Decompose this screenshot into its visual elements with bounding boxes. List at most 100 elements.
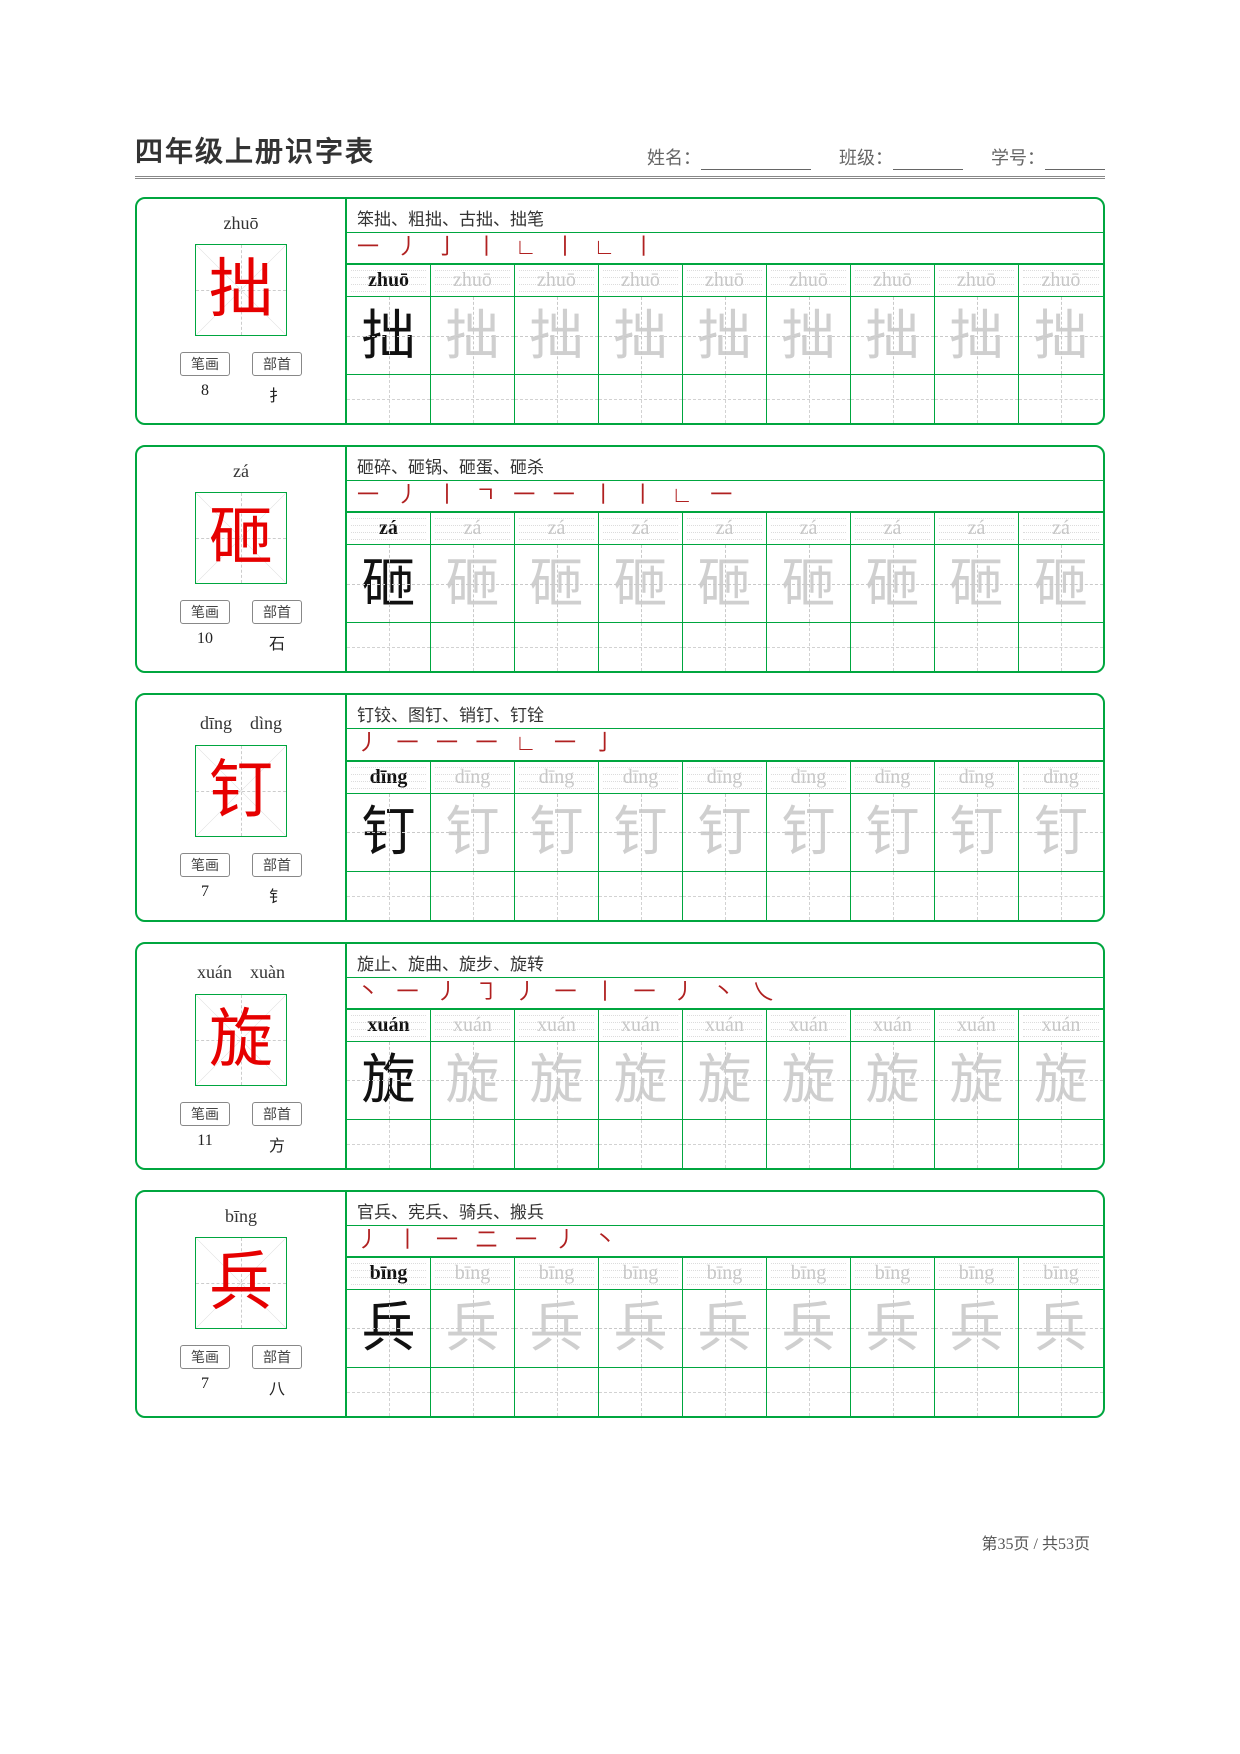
blank-practice-cell[interactable] [851,872,935,920]
pinyin-trace-cell[interactable]: dīng [767,762,851,794]
field-blank[interactable] [1045,152,1105,170]
char-trace-cell[interactable]: 旋 [599,1042,683,1120]
blank-practice-cell[interactable] [935,1368,1019,1416]
char-trace-cell[interactable]: 钉 [683,794,767,872]
char-trace-cell[interactable]: 砸 [515,545,599,623]
char-trace-cell[interactable]: 砸 [599,545,683,623]
pinyin-trace-cell[interactable]: zhuō [515,265,599,297]
pinyin-trace-cell[interactable]: bīng [935,1258,1019,1290]
char-trace-cell[interactable]: 兵 [683,1290,767,1368]
blank-practice-cell[interactable] [1019,872,1103,920]
field-blank[interactable] [701,152,811,170]
blank-practice-cell[interactable] [683,1368,767,1416]
char-trace-cell[interactable]: 钉 [431,794,515,872]
char-trace-cell[interactable]: 拙 [1019,297,1103,375]
blank-practice-cell[interactable] [935,1120,1019,1168]
pinyin-trace-cell[interactable]: bīng [683,1258,767,1290]
char-trace-cell[interactable]: 拙 [935,297,1019,375]
pinyin-trace-cell[interactable]: xuán [515,1010,599,1042]
blank-practice-cell[interactable] [935,872,1019,920]
blank-practice-cell[interactable] [767,1120,851,1168]
char-trace-cell[interactable]: 兵 [1019,1290,1103,1368]
blank-practice-cell[interactable] [683,623,767,671]
blank-practice-cell[interactable] [683,1120,767,1168]
char-trace-cell[interactable]: 拙 [851,297,935,375]
pinyin-trace-cell[interactable]: bīng [599,1258,683,1290]
char-trace-cell[interactable]: 兵 [599,1290,683,1368]
pinyin-trace-cell[interactable]: xuán [599,1010,683,1042]
blank-practice-cell[interactable] [935,375,1019,423]
pinyin-trace-cell[interactable]: bīng [851,1258,935,1290]
char-trace-cell[interactable]: 兵 [767,1290,851,1368]
blank-practice-cell[interactable] [431,1368,515,1416]
pinyin-trace-cell[interactable]: zá [935,513,1019,545]
blank-practice-cell[interactable] [767,623,851,671]
pinyin-trace-cell[interactable]: dīng [431,762,515,794]
blank-practice-cell[interactable] [347,872,431,920]
blank-practice-cell[interactable] [515,375,599,423]
char-trace-cell[interactable]: 钉 [515,794,599,872]
blank-practice-cell[interactable] [431,623,515,671]
field-blank[interactable] [893,152,963,170]
pinyin-trace-cell[interactable]: dīng [515,762,599,794]
blank-practice-cell[interactable] [431,1120,515,1168]
blank-practice-cell[interactable] [935,623,1019,671]
pinyin-trace-cell[interactable]: xuán [431,1010,515,1042]
blank-practice-cell[interactable] [431,872,515,920]
char-trace-cell[interactable]: 拙 [431,297,515,375]
pinyin-trace-cell[interactable]: bīng [767,1258,851,1290]
pinyin-trace-cell[interactable]: bīng [1019,1258,1103,1290]
char-trace-cell[interactable]: 砸 [935,545,1019,623]
char-trace-cell[interactable]: 旋 [431,1042,515,1120]
pinyin-trace-cell[interactable]: zhuō [599,265,683,297]
char-trace-cell[interactable]: 砸 [767,545,851,623]
blank-practice-cell[interactable] [431,375,515,423]
pinyin-trace-cell[interactable]: zá [515,513,599,545]
pinyin-trace-cell[interactable]: zá [767,513,851,545]
char-trace-cell[interactable]: 兵 [515,1290,599,1368]
pinyin-trace-cell[interactable]: xuán [851,1010,935,1042]
char-trace-cell[interactable]: 砸 [683,545,767,623]
char-trace-cell[interactable]: 钉 [851,794,935,872]
pinyin-trace-cell[interactable]: zá [431,513,515,545]
char-trace-cell[interactable]: 钉 [767,794,851,872]
char-trace-cell[interactable]: 砸 [851,545,935,623]
char-trace-cell[interactable]: 旋 [935,1042,1019,1120]
char-trace-cell[interactable]: 旋 [851,1042,935,1120]
pinyin-trace-cell[interactable]: bīng [431,1258,515,1290]
char-trace-cell[interactable]: 旋 [515,1042,599,1120]
char-trace-cell[interactable]: 兵 [431,1290,515,1368]
char-trace-cell[interactable]: 旋 [767,1042,851,1120]
pinyin-trace-cell[interactable]: xuán [767,1010,851,1042]
blank-practice-cell[interactable] [767,375,851,423]
char-trace-cell[interactable]: 砸 [1019,545,1103,623]
blank-practice-cell[interactable] [515,872,599,920]
blank-practice-cell[interactable] [1019,1120,1103,1168]
blank-practice-cell[interactable] [767,872,851,920]
blank-practice-cell[interactable] [347,623,431,671]
pinyin-trace-cell[interactable]: zá [851,513,935,545]
char-trace-cell[interactable]: 拙 [683,297,767,375]
blank-practice-cell[interactable] [851,1120,935,1168]
char-trace-cell[interactable]: 砸 [431,545,515,623]
blank-practice-cell[interactable] [683,375,767,423]
pinyin-trace-cell[interactable]: zá [683,513,767,545]
char-trace-cell[interactable]: 钉 [935,794,1019,872]
pinyin-trace-cell[interactable]: dīng [851,762,935,794]
char-trace-cell[interactable]: 旋 [683,1042,767,1120]
pinyin-trace-cell[interactable]: zhuō [431,265,515,297]
blank-practice-cell[interactable] [599,1120,683,1168]
blank-practice-cell[interactable] [347,1368,431,1416]
blank-practice-cell[interactable] [599,623,683,671]
pinyin-trace-cell[interactable]: zhuō [1019,265,1103,297]
pinyin-trace-cell[interactable]: xuán [683,1010,767,1042]
pinyin-trace-cell[interactable]: bīng [515,1258,599,1290]
pinyin-trace-cell[interactable]: dīng [683,762,767,794]
pinyin-trace-cell[interactable]: xuán [1019,1010,1103,1042]
blank-practice-cell[interactable] [1019,1368,1103,1416]
blank-practice-cell[interactable] [683,872,767,920]
blank-practice-cell[interactable] [599,375,683,423]
blank-practice-cell[interactable] [347,375,431,423]
pinyin-trace-cell[interactable]: zhuō [935,265,1019,297]
char-trace-cell[interactable]: 拙 [599,297,683,375]
